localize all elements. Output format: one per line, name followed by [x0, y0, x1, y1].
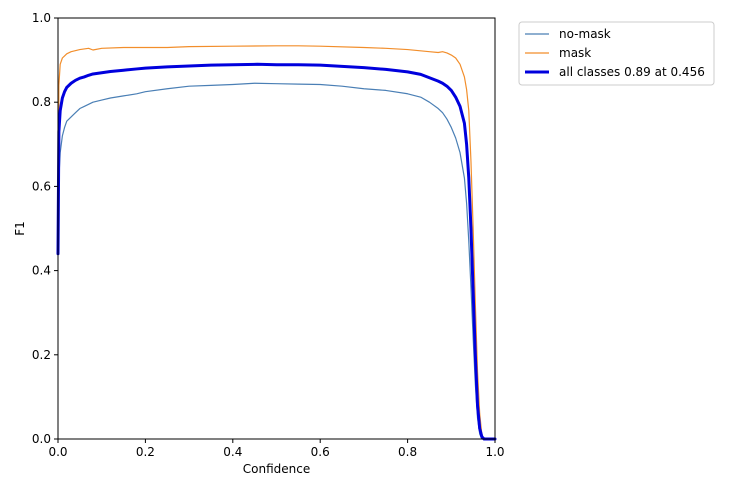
series-line-all-classes-0-89-at-0-456: [56, 62, 497, 441]
x-axis-title: Confidence: [243, 462, 310, 476]
x-tick-label: 0.0: [48, 445, 67, 459]
plot-frame: [57, 17, 496, 440]
x-tick-label: 0.4: [223, 445, 242, 459]
series-line-no-mask: [57, 82, 496, 440]
y-axis-title: F1: [13, 221, 27, 236]
legend-box: [518, 21, 715, 86]
series-line-mask: [57, 45, 496, 440]
y-axis-ticks: 0.0 0.2 0.4 0.6 0.8 1.0: [32, 11, 58, 446]
x-tick-label: 0.8: [398, 445, 417, 459]
legend: no-mask mask all classes 0.89 at 0.456: [518, 21, 715, 86]
plot-lines: [56, 45, 497, 441]
x-tick-label: 0.2: [136, 445, 155, 459]
y-tick-label: 0.4: [32, 264, 51, 278]
legend-label: all classes 0.89 at 0.456: [559, 65, 705, 79]
legend-label: mask: [559, 46, 591, 60]
y-tick-label: 1.0: [32, 11, 51, 25]
y-tick-label: 0.2: [32, 348, 51, 362]
y-tick-label: 0.0: [32, 432, 51, 446]
x-tick-label: 1.0: [485, 445, 504, 459]
legend-label: no-mask: [559, 27, 611, 41]
y-tick-label: 0.8: [32, 95, 51, 109]
x-tick-label: 0.6: [311, 445, 330, 459]
x-axis-ticks: 0.0 0.2 0.4 0.6 0.8 1.0: [48, 439, 505, 459]
y-tick-label: 0.6: [32, 179, 51, 193]
